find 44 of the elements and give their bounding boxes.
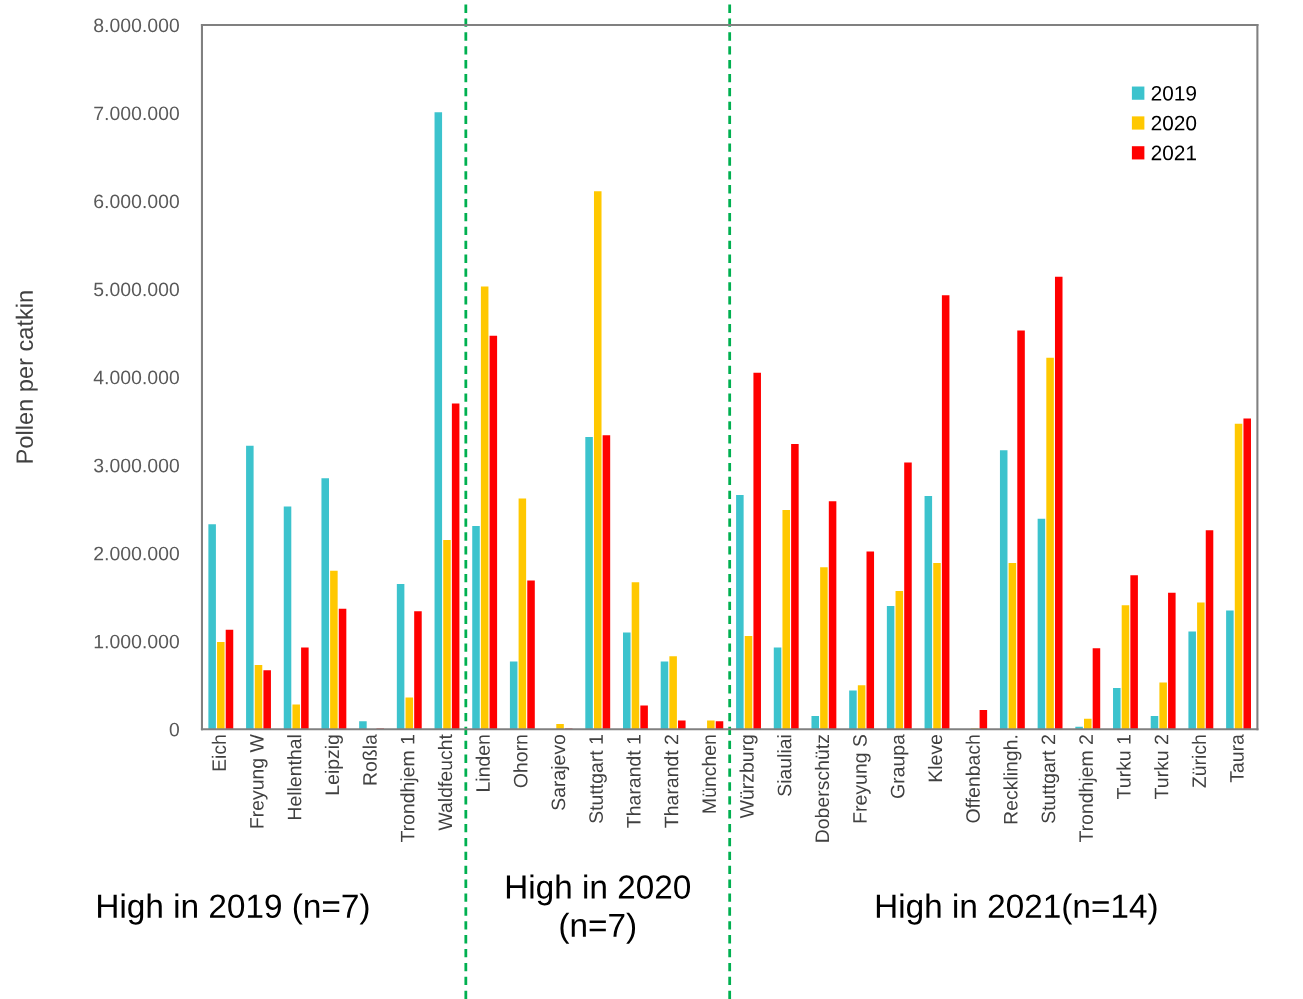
x-tick-label: München (701, 735, 717, 813)
legend-label: 2019 (1151, 85, 1196, 101)
text: High in 2019 (n=7) (98, 893, 369, 925)
y-tick-label: 2.000.000 (94, 546, 179, 561)
x-tick-label: Hellenthal (287, 735, 302, 820)
x-tick-label: Trondhjem 1 (400, 735, 419, 843)
y-tick-label: 4.000.000 (93, 370, 179, 385)
y-tick-label: 3.000.000 (93, 458, 179, 473)
x-tick-label: Tharandt 2 (664, 735, 679, 828)
x-tick-label: Doberschütz (814, 735, 830, 842)
y-axis-title: Pollen per catkin (15, 291, 38, 463)
x-tick-label: Leipzig (324, 735, 343, 795)
x-tick-label: Freyung W (250, 734, 268, 828)
legend-label: 2021 (1151, 145, 1196, 161)
y-tick-label: 1.000.000 (94, 634, 179, 649)
x-tick-label: Roßla (362, 734, 377, 785)
y-tick-label: 6.000.000 (94, 194, 179, 209)
x-tick-label: Siauliai (777, 735, 792, 796)
y-tick-label: 0 (169, 722, 179, 737)
x-tick-label: Taura (1230, 734, 1244, 783)
x-tick-label: Trondhjem 2 (1078, 735, 1097, 843)
x-tick-label: Turku 1 (1116, 735, 1131, 799)
y-tick-label: 5.000.000 (94, 282, 179, 297)
x-tick-label: Tharandt 1 (626, 735, 641, 828)
x-tick-label: Freyung S (853, 735, 871, 823)
x-tick-label: Recklingh. (1003, 735, 1022, 824)
x-tick-label: Ohorn (513, 735, 528, 788)
x-tick-label: Waldfeucht (437, 734, 453, 831)
x-tick-label: Kleve (927, 734, 943, 782)
x-tick-label: Stuttgart 2 (1041, 735, 1060, 823)
x-tick-label: Graupa (890, 734, 909, 798)
x-tick-label: Linden (475, 735, 490, 791)
x-tick-label: Turku 2 (1154, 735, 1169, 799)
x-tick-label: Stuttgart 1 (589, 735, 607, 823)
legend-label: 2020 (1151, 115, 1197, 131)
x-tick-label: Zürich (1191, 735, 1207, 788)
text: High in 2020 (n=7) (506, 874, 691, 944)
x-tick-label: Offenbach (965, 735, 980, 823)
x-tick-label: Sarajevo (550, 734, 570, 810)
y-tick-label: 7.000.000 (94, 106, 179, 121)
x-tick-label: Eich (211, 735, 227, 771)
text: High in 2021(n=14) (876, 893, 1157, 925)
x-tick-label: Würzburg (739, 735, 758, 819)
y-tick-label: 8.000.000 (94, 18, 179, 33)
